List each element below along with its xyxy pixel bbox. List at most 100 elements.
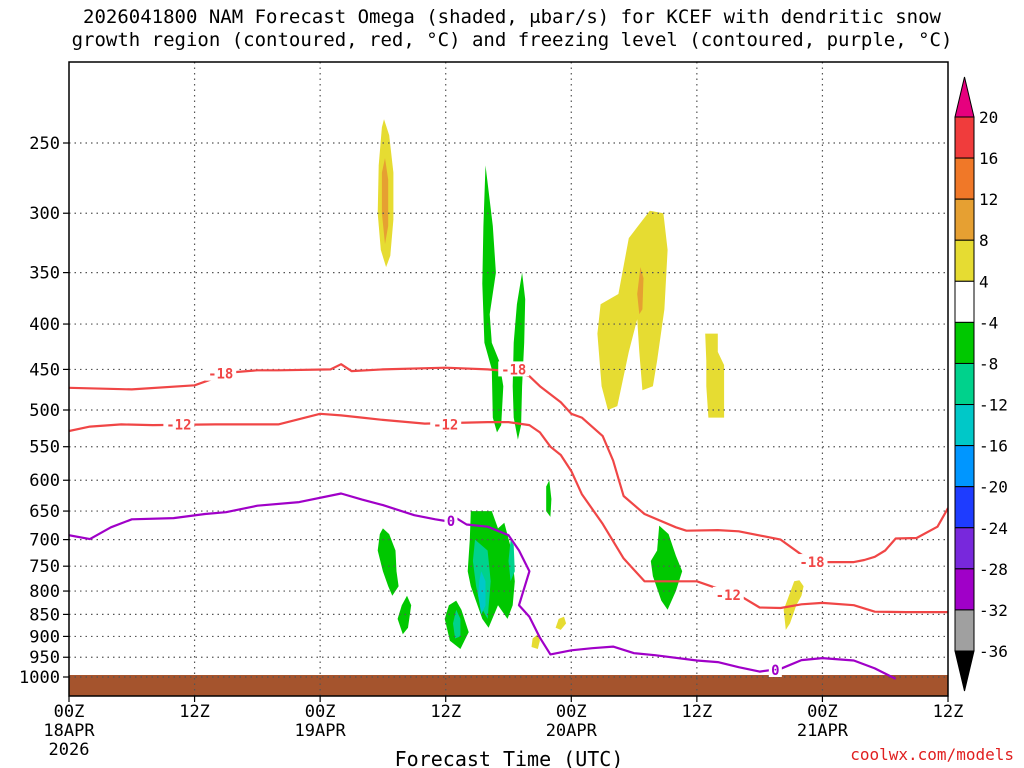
colorbar-top-arrow (954, 76, 975, 118)
y-tick-label-300: 300 (29, 204, 60, 224)
colorbar-label-6: -8 (979, 354, 998, 373)
watermark: coolwx.com/models (850, 745, 1014, 764)
contour-label-1-0: -12 (166, 417, 191, 433)
colorbar-swatch-1 (954, 157, 975, 200)
x-date-label-72: 21APR (797, 721, 849, 741)
chart-title-line-2: growth region (contoured, red, °C) and f… (71, 29, 953, 51)
omega-region-18 (453, 609, 461, 639)
x-date-label-48: 20APR (546, 721, 598, 741)
colorbar-label-11: -28 (979, 560, 1008, 579)
contour-label-bg-0-1 (498, 361, 530, 377)
contour-label-1-1: -12 (433, 417, 458, 433)
omega-region-16 (478, 571, 486, 615)
colorbar-bottom-arrow (954, 650, 975, 692)
y-tick-label-350: 350 (29, 264, 60, 284)
omega-region-9 (512, 272, 526, 440)
y-axis: 2503003504004505005506006507007508008509… (19, 134, 69, 688)
contour-label-1-2: -12 (716, 588, 741, 604)
contour-label-bg-0-2 (796, 554, 828, 570)
y-tick-label-400: 400 (29, 315, 60, 335)
colorbar-label-9: -20 (979, 478, 1008, 497)
omega-region-13 (377, 528, 399, 596)
omega-region-4 (705, 333, 725, 418)
y-tick-label-900: 900 (29, 627, 60, 647)
y-tick-label-600: 600 (29, 471, 60, 491)
ground-terrain (69, 675, 948, 696)
colorbar-label-4: 4 (979, 272, 989, 291)
colorbar-swatch-6 (954, 362, 975, 406)
omega-region-19 (650, 525, 683, 610)
colorbar-label-0: 20 (979, 108, 998, 127)
colorbar-swatch-7 (954, 404, 975, 447)
y-tick-label-650: 650 (29, 502, 60, 522)
colorbar-swatch-11 (954, 568, 975, 611)
grid-lines (69, 62, 948, 696)
colorbar-swatch-12 (954, 609, 975, 652)
contour-line-2 (69, 492, 897, 680)
contour-label-0-2: -18 (799, 555, 824, 571)
contour-label-bg-1-1 (430, 416, 462, 432)
contour-line-0 (69, 363, 948, 564)
x-tick-label-84: 12Z (933, 702, 964, 722)
contour-label-bg-1-2 (712, 586, 744, 602)
chart-title-line-1: 2026041800 NAM Forecast Omega (shaded, μ… (83, 6, 941, 28)
contour-label-0-1: -18 (501, 362, 526, 378)
colorbar-swatch-5 (954, 321, 975, 364)
contour-label-bg-2-0 (444, 513, 458, 529)
y-tick-label-750: 750 (29, 557, 60, 577)
colorbar-swatch-2 (954, 198, 975, 241)
y-tick-label-950: 950 (29, 648, 60, 668)
x-tick-label-72: 00Z (807, 702, 838, 722)
colorbar-label-7: -12 (979, 396, 1008, 415)
y-tick-label-250: 250 (29, 134, 60, 154)
contour-lines: -18 -18 -18 -12 -12 -12 0 0 (69, 361, 948, 680)
omega-region-10 (546, 480, 552, 517)
plot-frame (68, 61, 949, 697)
contour-line-1 (69, 412, 948, 614)
omega-region-3 (637, 267, 644, 315)
omega-region-17 (508, 539, 515, 582)
colorbar-label-1: 16 (979, 149, 998, 168)
y-tick-label-700: 700 (29, 531, 60, 551)
y-tick-label-800: 800 (29, 582, 60, 602)
y-tick-label-550: 550 (29, 438, 60, 458)
x-tick-label-60: 12Z (681, 702, 712, 722)
colorbar-label-2: 12 (979, 190, 998, 209)
x-tick-label-0: 00Z (54, 702, 85, 722)
y-tick-label-850: 850 (29, 605, 60, 625)
contour-label-bg-1-0 (163, 416, 195, 432)
y-tick-label-450: 450 (29, 360, 60, 380)
x-tick-label-48: 00Z (556, 702, 587, 722)
colorbar-label-12: -32 (979, 601, 1008, 620)
y-tick-label-500: 500 (29, 401, 60, 421)
colorbar-label-13: -36 (979, 642, 1008, 661)
omega-region-8 (482, 165, 504, 433)
x-date-label-0: 18APR (43, 721, 95, 741)
chart-title: 2026041800 NAM Forecast Omega (shaded, μ… (0, 6, 1024, 52)
contour-label-0-0: -18 (208, 367, 233, 383)
omega-region-7 (555, 616, 567, 630)
x-tick-label-12: 12Z (179, 702, 210, 722)
omega-region-14 (397, 595, 412, 635)
y-tick-label-1000: 1000 (19, 668, 60, 688)
contour-label-bg-2-1 (768, 662, 782, 678)
colorbar-swatch-8 (954, 445, 975, 488)
x-year-label-0: 2026 (49, 740, 90, 760)
contour-label-bg-0-0 (205, 365, 237, 381)
colorbar-label-3: 8 (979, 231, 989, 250)
colorbar-swatch-0 (954, 116, 975, 159)
colorbar-swatch-3 (954, 239, 975, 282)
colorbar-label-5: -4 (979, 313, 998, 332)
omega-region-2 (597, 210, 668, 410)
omega-region-1 (381, 158, 389, 245)
x-date-label-24: 19APR (295, 721, 347, 741)
x-tick-label-24: 00Z (305, 702, 336, 722)
colorbar-label-8: -16 (979, 437, 1008, 456)
colorbar-swatch-10 (954, 527, 975, 570)
colorbar: 20 16 12 8 4 -4 -8 -12 -16 -20 -24 -28 -32 -36 (954, 76, 1008, 692)
colorbar-label-10: -24 (979, 519, 1008, 538)
omega-region-6 (531, 634, 540, 649)
colorbar-swatch-9 (954, 486, 975, 529)
